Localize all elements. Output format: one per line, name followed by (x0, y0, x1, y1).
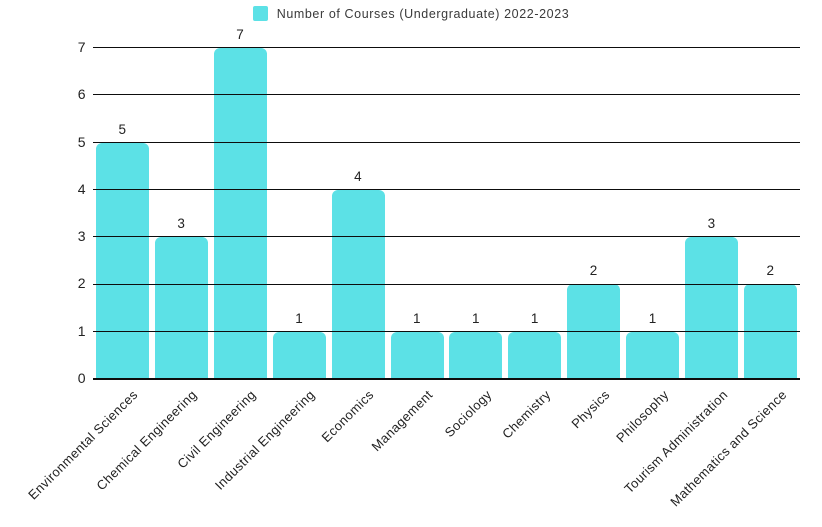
bar-value-label: 3 (707, 216, 716, 232)
bar-value-label: 2 (766, 263, 775, 279)
x-axis-category-label: Tourism Administration (620, 387, 731, 497)
gridline (93, 189, 800, 191)
bar (449, 331, 503, 379)
y-axis-tick-label: 5 (77, 133, 86, 150)
x-axis-category-label: Chemical Engineering (93, 387, 200, 494)
bar (626, 331, 680, 379)
bar-value-label: 1 (648, 310, 657, 326)
x-axis-category-label: Chemistry (498, 387, 554, 442)
bar (390, 331, 444, 379)
bar-value-label: 1 (471, 310, 480, 326)
y-axis-tick-label: 6 (77, 86, 86, 103)
y-axis-tick-label: 7 (77, 39, 86, 55)
bar (154, 237, 208, 379)
bar-value-label: 1 (295, 310, 304, 326)
x-axis-category-label: Physics (568, 387, 613, 432)
x-axis-category-label: Management (368, 387, 436, 455)
gridline (93, 141, 800, 143)
gridline (93, 94, 800, 96)
bar (685, 237, 739, 379)
chart-legend: Number of Courses (Undergraduate) 2022-2… (0, 6, 822, 21)
bar-value-label: 3 (177, 216, 186, 232)
y-axis-tick-label: 3 (77, 228, 86, 245)
x-axis-category-label: Mathematics and Science (666, 387, 790, 510)
y-axis-tick-label: 2 (77, 275, 86, 292)
bar-value-label: 1 (530, 310, 539, 326)
x-axis-line (93, 378, 800, 380)
bar (95, 142, 149, 379)
x-axis-category-label: Industrial Engineering (212, 387, 318, 493)
y-axis-tick-label: 1 (77, 322, 86, 339)
bar (508, 331, 562, 379)
gridline (93, 330, 800, 332)
bar (213, 48, 267, 379)
bar-value-label: 5 (118, 121, 127, 137)
bar-value-label: 1 (413, 310, 422, 326)
x-axis-category-label: Economics (318, 387, 377, 446)
legend-swatch (252, 6, 268, 21)
legend-label: Number of Courses (Undergraduate) 2022-2… (276, 6, 570, 21)
x-axis-category-label: Sociology (441, 387, 495, 441)
bar-value-label: 7 (236, 27, 245, 42)
x-axis-category-label: Environmental Sciences (25, 387, 142, 503)
gridline (93, 283, 800, 285)
gridline (93, 47, 800, 49)
x-axis-category-label: Philosophy (612, 387, 672, 446)
gridline (93, 236, 800, 238)
y-axis-tick-label: 4 (77, 180, 86, 197)
bar-value-label: 4 (354, 168, 363, 184)
bar-value-label: 2 (589, 263, 598, 279)
bar (272, 331, 326, 379)
y-axis-tick-label: 0 (77, 370, 86, 386)
